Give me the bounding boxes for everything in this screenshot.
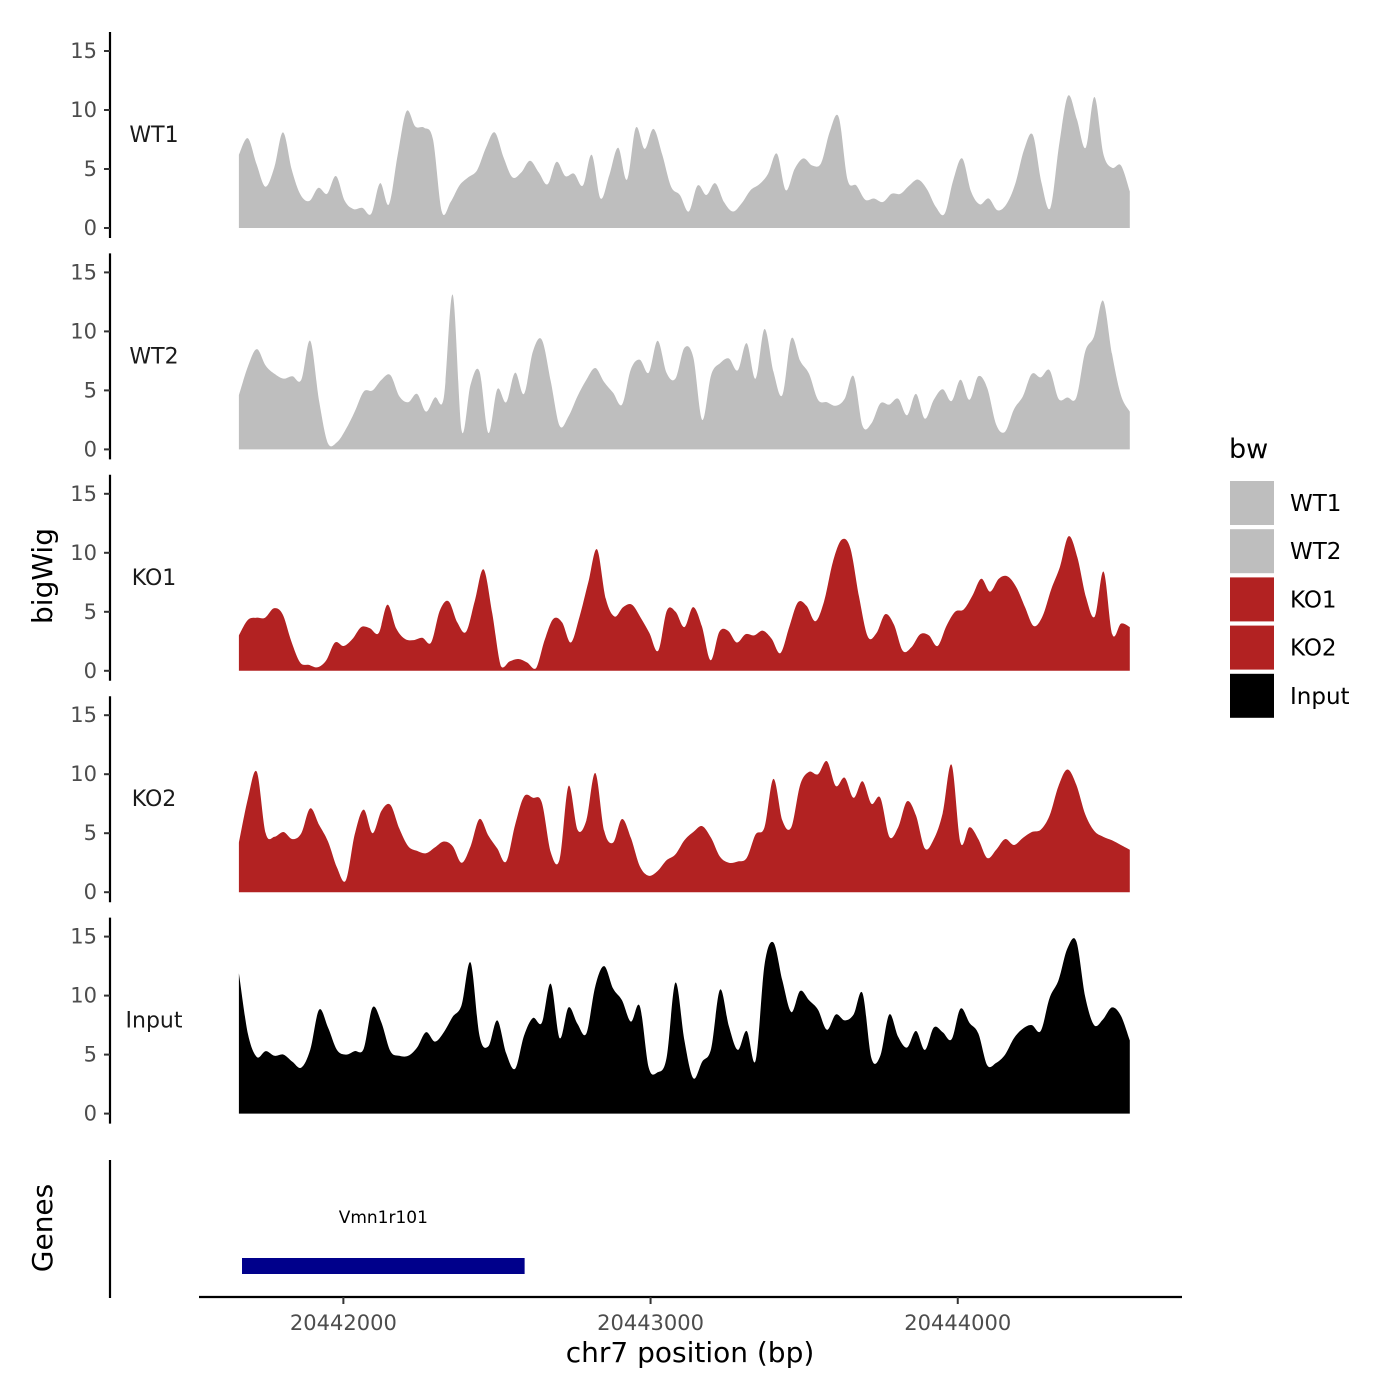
legend-swatch-ko2 (1228, 623, 1276, 672)
y-tick-label: 0 (84, 437, 97, 461)
gene-models: Vmn1r101 (242, 1208, 525, 1274)
y-tick-label: 15 (70, 703, 97, 727)
signal-area-wt1 (238, 95, 1130, 229)
y-tick-label: 10 (70, 541, 97, 565)
track-label-wt1: WT1 (129, 123, 178, 148)
y-tick-label: 10 (70, 319, 97, 343)
y-tick-label: 0 (84, 880, 97, 904)
gene-label: Vmn1r101 (339, 1208, 428, 1228)
legend-label-ko1: KO1 (1290, 587, 1337, 613)
y-tick-label: 5 (84, 378, 97, 402)
x-tick-label: 20444000 (904, 1311, 1011, 1335)
genes-panel: Genes Vmn1r101 (26, 1160, 525, 1298)
y-axis-title: bigWig (26, 528, 59, 624)
y-tick-label: 5 (84, 600, 97, 624)
signal-area-input (238, 938, 1130, 1114)
x-axis: 20442000 20443000 20444000 chr7 position (… (199, 1295, 1182, 1369)
y-tick-label: 0 (84, 216, 97, 240)
legend-swatch-input (1228, 671, 1276, 720)
y-tick-label: 5 (84, 821, 97, 845)
track-input: 0 5 10 15 Input (70, 917, 1130, 1126)
track-wt2: 0 5 10 15 WT2 (70, 253, 1130, 461)
legend-swatch-wt2 (1228, 527, 1276, 576)
legend-swatch-wt1 (1228, 479, 1276, 527)
y-tick-label: 5 (84, 157, 97, 181)
legend-swatch-ko1 (1228, 575, 1276, 624)
x-axis-title: chr7 position (bp) (566, 1336, 815, 1369)
y-tick-label: 10 (70, 762, 97, 786)
track-ko2: 0 5 10 15 KO2 (70, 696, 1130, 904)
signal-area-ko2 (238, 761, 1130, 893)
y-tick-label: 15 (70, 260, 97, 284)
y-tick-label: 10 (70, 98, 97, 122)
legend-title: bw (1229, 434, 1268, 465)
y-tick-label: 15 (70, 925, 97, 949)
x-ticks: 20442000 20443000 20444000 (290, 1297, 1011, 1335)
gene-body (242, 1258, 525, 1274)
y-tick-label: 0 (84, 1102, 97, 1126)
x-tick-label: 20442000 (290, 1311, 397, 1335)
signal-tracks: 0 5 10 15 WT1 0 5 10 15 WT2 0 5 10 15 KO1 0 5 10 15 KO2 0 5 10… (70, 32, 1130, 1126)
legend-label-input: Input (1290, 684, 1350, 710)
y-tick-label: 0 (84, 659, 97, 683)
signal-area-wt2 (238, 294, 1130, 450)
legend-label-wt1: WT1 (1290, 491, 1341, 517)
x-tick-label: 20443000 (597, 1311, 704, 1335)
track-wt1: 0 5 10 15 WT1 (70, 32, 1130, 240)
signal-area-ko1 (238, 536, 1130, 671)
legend: bw WT1 WT2 KO1 KO2 Input (1228, 434, 1350, 720)
legend-label-wt2: WT2 (1290, 539, 1341, 565)
legend-items: WT1 WT2 KO1 KO2 Input (1228, 479, 1350, 720)
track-label-wt2: WT2 (129, 344, 178, 369)
track-ko1: 0 5 10 15 KO1 (70, 474, 1130, 683)
y-tick-label: 10 (70, 984, 97, 1008)
track-label-input: Input (126, 1009, 183, 1034)
y-tick-label: 15 (70, 482, 97, 506)
y-tick-label: 15 (70, 39, 97, 63)
track-label-ko1: KO1 (132, 566, 177, 591)
y-tick-label: 5 (84, 1043, 97, 1067)
track-label-ko2: KO2 (132, 787, 177, 812)
legend-label-ko2: KO2 (1290, 636, 1337, 662)
genes-track-title: Genes (26, 1184, 59, 1272)
